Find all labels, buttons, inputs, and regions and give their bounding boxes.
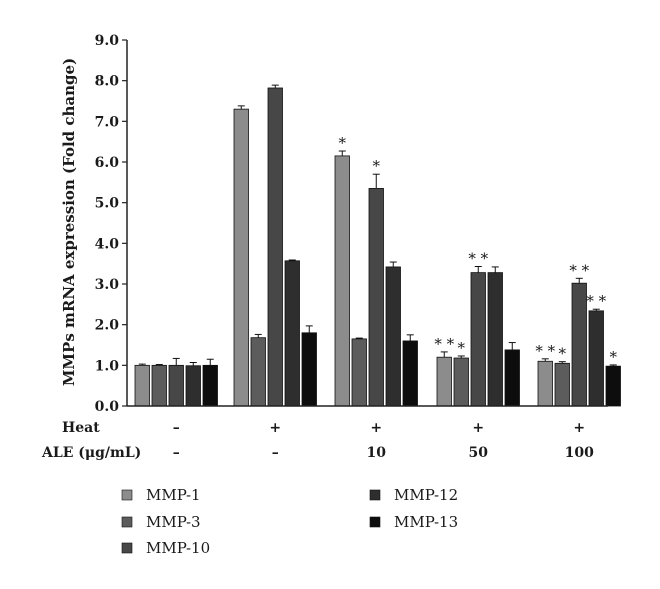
significance-marker: *: [373, 157, 381, 175]
y-tick-label: 4.0: [95, 236, 120, 252]
bar: [151, 364, 167, 407]
legend-label: MMP-1: [146, 486, 201, 504]
legend-swatch: [121, 542, 133, 554]
ale-condition-value: –: [272, 445, 279, 461]
heat-condition-value: +: [370, 420, 382, 436]
significance-marker: *: [339, 134, 347, 152]
legend-swatch: [369, 516, 381, 528]
bar: [267, 87, 283, 407]
heat-condition-value: –: [173, 420, 180, 436]
y-tick-label: 8.0: [95, 74, 120, 90]
bar: [301, 332, 317, 407]
bar: [233, 108, 249, 407]
significance-marker: *: [458, 339, 466, 357]
y-tick-label: 3.0: [95, 277, 120, 293]
bar: [554, 362, 570, 407]
bar: [605, 365, 621, 407]
legend-label: MMP-3: [146, 513, 201, 531]
significance-marker: *: [559, 345, 567, 363]
y-axis-label: MMPs mRNA expression (Fold change): [60, 58, 78, 386]
y-tick-label: 2.0: [95, 318, 120, 334]
bar: [334, 155, 350, 407]
ale-condition-value: 100: [565, 445, 594, 461]
legend-swatch: [369, 489, 381, 501]
bar: [284, 260, 300, 407]
bar: [588, 310, 604, 407]
bar: [250, 337, 266, 407]
bar: [202, 364, 218, 407]
ale-condition-value: 10: [367, 445, 387, 461]
bar: [134, 364, 150, 407]
significance-marker: * *: [468, 250, 488, 268]
bar: [185, 365, 201, 407]
y-tick-label: 7.0: [95, 114, 120, 130]
bar: [487, 272, 503, 407]
legend-label: MMP-10: [146, 539, 210, 557]
axes-layer: 0.0 1.0 2.0 3.0 4.0 5.0 6.0 7.0 8.0 9.0: [95, 33, 608, 415]
bars-layer: *** * ** ** * ** ** **: [134, 84, 621, 407]
y-tick-label: 1.0: [95, 358, 120, 374]
heat-condition-value: +: [472, 420, 484, 436]
ale-condition-value: 50: [469, 445, 489, 461]
ale-row-label: ALE (μg/mL): [41, 445, 141, 461]
bar: [537, 360, 553, 407]
bar: [402, 340, 418, 407]
ale-condition-value: –: [173, 445, 180, 461]
bar: [168, 364, 184, 407]
significance-marker: * *: [434, 335, 454, 353]
significance-marker: * *: [586, 292, 606, 310]
legend-label: MMP-12: [394, 486, 458, 504]
heat-row-label: Heat: [62, 420, 100, 436]
legend-label: MMP-13: [394, 513, 458, 531]
heat-condition-value: +: [269, 420, 281, 436]
y-tick-label: 6.0: [95, 155, 120, 171]
bar: [436, 356, 452, 407]
y-tick-label: 9.0: [95, 33, 120, 49]
legend: MMP-1 MMP-3 MMP-10 MMP-12 MMP-13: [121, 486, 458, 557]
significance-marker: * *: [535, 342, 555, 360]
significance-marker: * *: [569, 261, 589, 279]
bar: [453, 357, 469, 407]
y-tick-label: 5.0: [95, 196, 120, 212]
legend-swatch: [121, 516, 133, 528]
bar: [351, 338, 367, 407]
y-tick-label: 0.0: [95, 399, 120, 415]
condition-labels: Heat ALE (μg/mL) – – + – +10 +50 +100: [41, 420, 594, 461]
bar: [385, 266, 401, 407]
significance-marker: *: [610, 348, 618, 366]
bar: [571, 282, 587, 407]
heat-condition-value: +: [573, 420, 585, 436]
legend-swatch: [121, 489, 133, 501]
bar: [368, 188, 384, 407]
bar: [470, 272, 486, 407]
bar: [504, 349, 520, 407]
